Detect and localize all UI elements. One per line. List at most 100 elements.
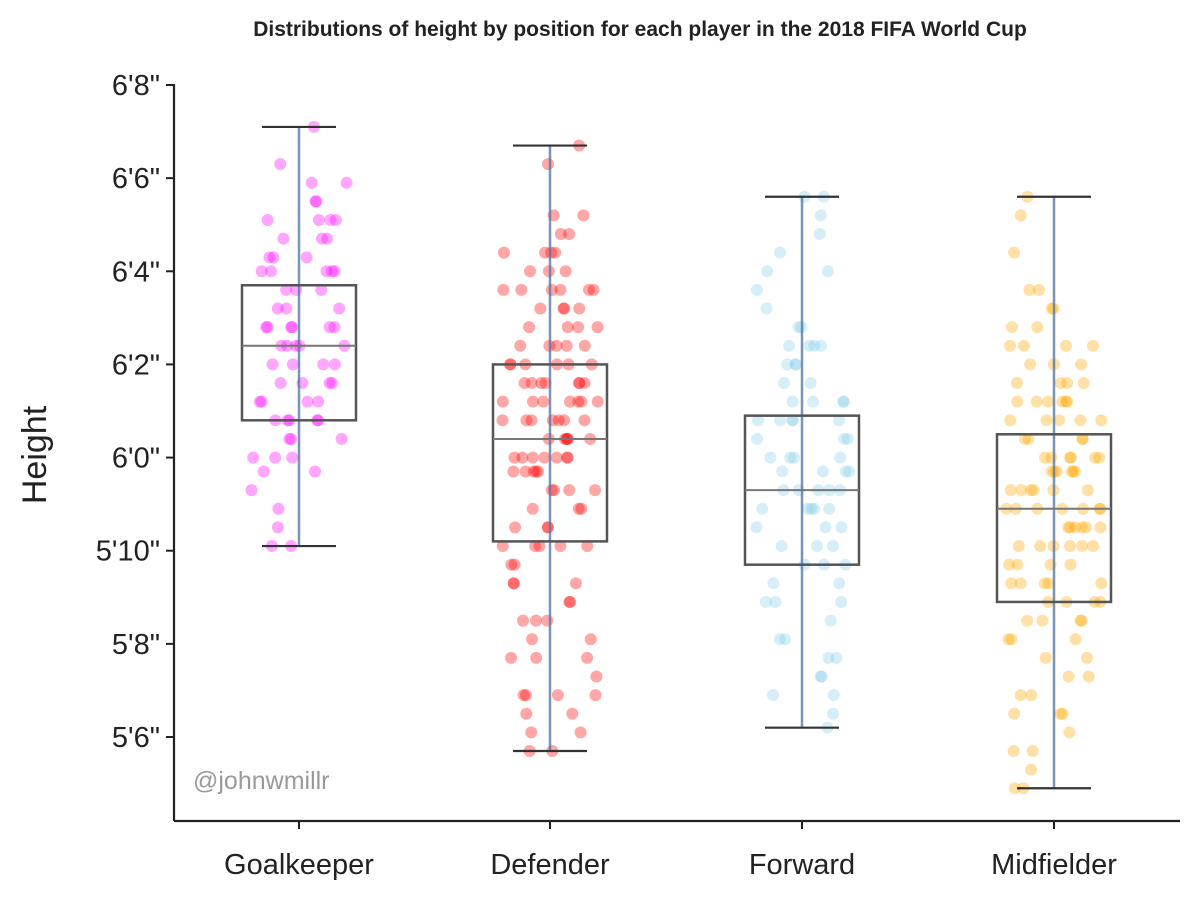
data-point bbox=[563, 484, 576, 497]
data-point bbox=[300, 251, 313, 264]
data-point bbox=[1064, 451, 1077, 464]
data-point bbox=[309, 465, 322, 478]
data-point bbox=[784, 451, 797, 464]
data-point bbox=[1054, 377, 1067, 390]
data-point bbox=[526, 451, 539, 464]
data-point bbox=[1025, 689, 1038, 702]
data-point bbox=[317, 358, 330, 371]
data-point bbox=[519, 689, 532, 702]
data-point bbox=[816, 465, 829, 478]
y-tick-label: 6'8" bbox=[112, 70, 160, 102]
data-point bbox=[1061, 377, 1074, 390]
data-point bbox=[752, 414, 765, 427]
data-point bbox=[786, 414, 799, 427]
data-point bbox=[514, 339, 527, 352]
data-point bbox=[1062, 670, 1075, 683]
data-point bbox=[263, 251, 276, 264]
data-point bbox=[301, 395, 314, 408]
data-point bbox=[573, 377, 586, 390]
data-point bbox=[1006, 321, 1019, 334]
data-point bbox=[1087, 540, 1100, 553]
data-point bbox=[581, 651, 594, 664]
data-point bbox=[827, 707, 840, 720]
data-point bbox=[550, 339, 563, 352]
data-point bbox=[533, 540, 546, 553]
data-point bbox=[578, 377, 591, 390]
data-point bbox=[538, 451, 551, 464]
data-point bbox=[505, 558, 518, 571]
data-point bbox=[1011, 395, 1024, 408]
data-point bbox=[271, 521, 284, 534]
data-point bbox=[518, 377, 531, 390]
data-point bbox=[328, 321, 341, 334]
data-point bbox=[1027, 484, 1040, 497]
data-point bbox=[764, 451, 777, 464]
data-point bbox=[508, 558, 521, 571]
data-point bbox=[1093, 451, 1106, 464]
data-point bbox=[496, 395, 509, 408]
data-point bbox=[578, 339, 591, 352]
data-point bbox=[822, 651, 835, 664]
data-point bbox=[285, 321, 298, 334]
data-point bbox=[573, 377, 586, 390]
box-iqr bbox=[491, 363, 609, 543]
data-point bbox=[1015, 484, 1028, 497]
data-point bbox=[1017, 339, 1030, 352]
data-point bbox=[320, 265, 333, 278]
data-point bbox=[326, 265, 339, 278]
data-point bbox=[550, 451, 563, 464]
data-point bbox=[767, 577, 780, 590]
data-point bbox=[769, 595, 782, 608]
y-tick-label: 6'2" bbox=[112, 349, 160, 381]
data-point bbox=[497, 246, 510, 259]
data-point bbox=[530, 465, 543, 478]
data-point bbox=[783, 339, 796, 352]
data-point bbox=[1095, 414, 1108, 427]
data-point bbox=[274, 158, 287, 171]
chart-title: Distributions of height by position for … bbox=[253, 18, 1027, 41]
data-point bbox=[340, 176, 353, 189]
data-point bbox=[527, 465, 540, 478]
data-point bbox=[566, 707, 579, 720]
data-point bbox=[539, 246, 552, 259]
y-tick-label: 6'0" bbox=[112, 443, 160, 475]
data-point bbox=[534, 302, 547, 315]
data-point bbox=[823, 502, 836, 515]
data-point bbox=[561, 451, 574, 464]
data-point bbox=[814, 670, 827, 683]
data-point bbox=[577, 209, 590, 222]
data-point bbox=[1005, 633, 1018, 646]
data-point bbox=[563, 595, 576, 608]
data-point bbox=[1082, 670, 1095, 683]
data-point bbox=[1056, 707, 1069, 720]
data-point bbox=[526, 633, 539, 646]
boxplot-goalkeeper bbox=[240, 125, 358, 548]
data-point bbox=[1076, 521, 1089, 534]
data-point bbox=[815, 339, 828, 352]
data-point bbox=[1003, 558, 1016, 571]
data-point bbox=[835, 521, 848, 534]
data-point bbox=[1080, 651, 1093, 664]
data-point bbox=[573, 302, 586, 315]
data-point bbox=[839, 465, 852, 478]
data-point bbox=[589, 484, 602, 497]
data-point bbox=[496, 540, 509, 553]
data-point bbox=[1025, 763, 1038, 776]
data-point bbox=[333, 302, 346, 315]
data-point bbox=[558, 414, 571, 427]
data-point bbox=[507, 577, 520, 590]
data-point bbox=[274, 377, 287, 390]
data-point bbox=[1022, 432, 1035, 445]
data-point bbox=[1025, 484, 1038, 497]
data-point bbox=[1076, 432, 1089, 445]
data-point bbox=[1060, 339, 1073, 352]
data-point bbox=[1064, 540, 1077, 553]
data-point bbox=[517, 689, 530, 702]
data-point bbox=[541, 521, 554, 534]
data-point bbox=[519, 465, 532, 478]
data-point bbox=[335, 432, 348, 445]
data-point bbox=[801, 502, 814, 515]
data-point bbox=[515, 283, 528, 296]
data-point bbox=[1086, 339, 1099, 352]
